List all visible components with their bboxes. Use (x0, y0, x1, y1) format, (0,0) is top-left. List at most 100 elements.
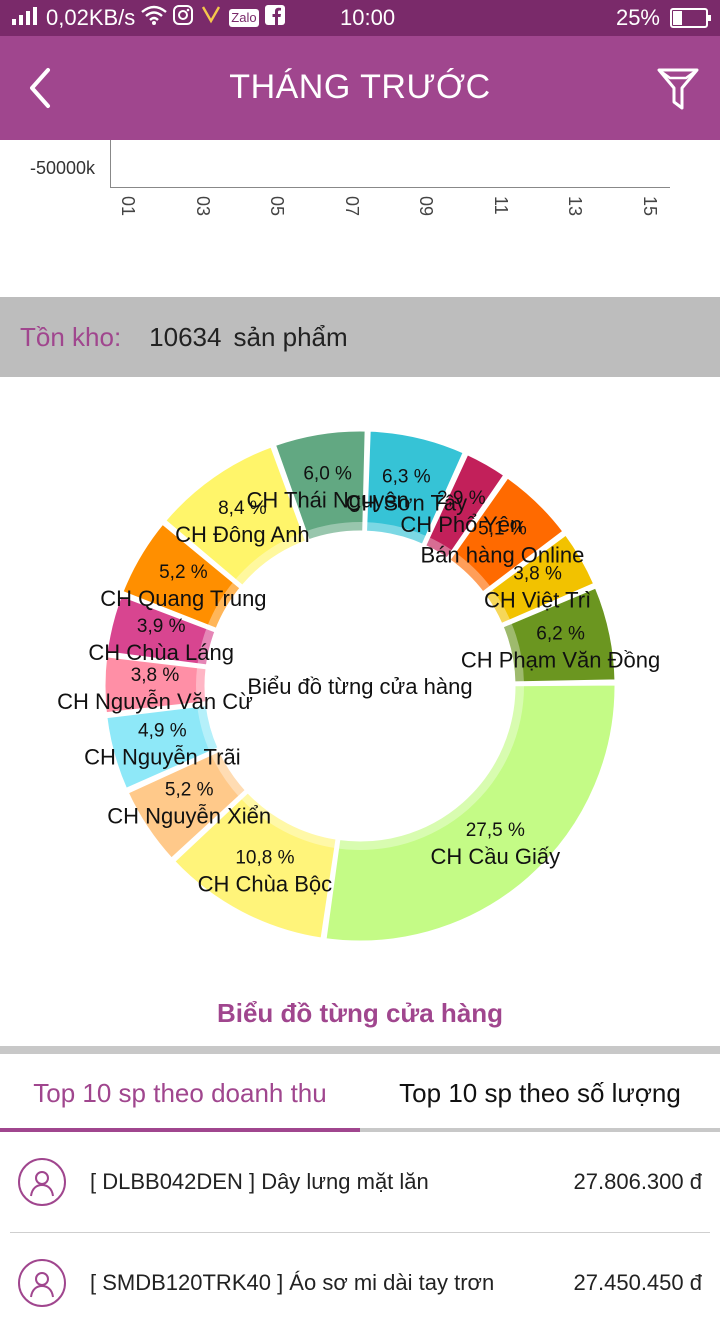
pie-slice-highlight (501, 622, 524, 683)
slice-name-label: CH Phạm Văn Đồng (461, 648, 660, 673)
list-item[interactable]: [ SMDB120TRK40 ] Áo sơ mi dài tay trơn 2… (10, 1232, 710, 1332)
pie-slice[interactable] (125, 747, 249, 862)
stock-label: Tồn kho: (20, 321, 122, 352)
pie-slice[interactable] (272, 428, 368, 543)
chart-caption: Biểu đồ từng cửa hàng (216, 998, 504, 1028)
instagram-icon (173, 5, 194, 31)
slice-percent-label: 5,1 % (478, 519, 527, 540)
revenue-line-chart: -50000k 01 03 05 07 09 11 13 15 (0, 140, 720, 296)
y-axis-tick: -50000k (30, 158, 96, 178)
pie-slice[interactable] (102, 654, 209, 716)
x-axis-tick: 03 (192, 196, 213, 217)
slice-percent-label: 8,4 % (218, 498, 267, 519)
wifi-icon (141, 5, 168, 31)
filter-icon (657, 68, 699, 110)
pie-slice-highlight (483, 588, 511, 625)
slice-percent-label: 3,9 % (137, 616, 186, 637)
slice-name-label: Bán hàng Online (421, 543, 585, 568)
x-axis (110, 187, 670, 188)
user-icon (30, 1171, 54, 1197)
stock-value: 10634 (149, 321, 222, 352)
tab-top-quantity[interactable]: Top 10 sp theo số lượng (360, 1054, 720, 1132)
pie-slice[interactable] (481, 531, 597, 627)
battery-icon (670, 8, 711, 28)
pie-slice-highlight (365, 522, 427, 546)
stock-unit: sản phẩm (233, 321, 348, 352)
slice-percent-label: 3,8 % (513, 564, 562, 585)
slice-percent-label: 6,3 % (382, 466, 431, 487)
battery-percent: 25% (615, 5, 660, 30)
donut-center-label: Biểu đồ từng cửa hàng (247, 674, 472, 699)
battery-level (673, 11, 682, 25)
slice-percent-label: 6,0 % (303, 464, 352, 485)
pie-slice[interactable] (363, 428, 467, 548)
slice-name-label: CH Quang Trung (100, 586, 266, 611)
pie-slice[interactable] (104, 593, 218, 668)
tab-indicator (360, 1128, 720, 1132)
pie-slice-highlight (448, 551, 491, 594)
facebook-icon (264, 5, 285, 31)
section-divider (0, 1046, 720, 1054)
filter-button[interactable] (656, 66, 700, 112)
pie-slice[interactable] (104, 702, 222, 792)
slice-name-label: CH Cầu Giấy (431, 844, 561, 869)
status-left: 0,02KB/s Zalo (12, 5, 312, 31)
slice-name-label: CH Chùa Bộc (198, 872, 333, 897)
slice-name-label: CH Nguyễn Xiển (107, 803, 271, 828)
back-button[interactable] (20, 64, 64, 112)
tab-label: Top 10 sp theo doanh thu (33, 1077, 327, 1108)
status-right: 25% (615, 5, 711, 31)
store-donut-chart: 6,3 % CH Sơn Tây 2,9 % CH Phổ Yên 5,1 % Bán h… (0, 378, 720, 998)
page-title: THÁNG TRƯỚC (229, 68, 491, 106)
pie-slice[interactable] (500, 584, 618, 685)
product-list: [ DLBB042DEN ] Dây lưng mặt lăn 27.806.3… (0, 1132, 720, 1332)
pie-slice[interactable] (446, 474, 567, 596)
pie-slice-highlight (305, 522, 364, 541)
tab-bar: Top 10 sp theo doanh thu Top 10 sp theo … (0, 1054, 720, 1132)
slice-name-label: CH Đông Anh (175, 522, 310, 547)
status-bar: 0,02KB/s Zalo 10:00 25% (0, 0, 720, 36)
pie-slice[interactable] (119, 520, 244, 632)
avatar (18, 1158, 66, 1206)
slice-percent-label: 6,2 % (536, 624, 585, 645)
product-name: [ SMDB120TRK40 ] Áo sơ mi dài tay trơn (90, 1269, 495, 1295)
pie-slice[interactable] (323, 682, 618, 944)
app-logo-icon (199, 5, 223, 31)
product-revenue: 27.450.450 đ (573, 1269, 702, 1295)
user-icon (30, 1271, 54, 1297)
slice-percent-label: 4,9 % (138, 720, 187, 741)
product-revenue: 27.806.300 đ (573, 1169, 702, 1194)
x-axis-tick: 07 (341, 196, 362, 217)
pie-slice[interactable] (162, 443, 309, 589)
slice-name-label: CH Nguyễn Trãi (84, 744, 241, 769)
slice-name-label: CH Sơn Tây (346, 490, 468, 515)
pie-slice-highlight (197, 627, 217, 666)
slice-percent-label: 2,9 % (437, 488, 486, 509)
pie-slice[interactable] (422, 451, 508, 562)
slice-name-label: CH Việt Trì (484, 588, 591, 613)
tab-indicator (0, 1128, 360, 1132)
slice-percent-label: 5,2 % (165, 779, 214, 800)
slice-percent-label: 5,2 % (159, 562, 208, 583)
pie-slice[interactable] (171, 789, 339, 941)
avatar (18, 1258, 66, 1307)
clock: 10:00 (340, 5, 396, 30)
x-axis-tick: 05 (267, 196, 287, 217)
pie-slice-highlight (240, 791, 338, 849)
x-axis-tick: 15 (639, 196, 660, 217)
app-bar: THÁNG TRƯỚC (0, 36, 720, 140)
x-axis-tick: 01 (118, 196, 138, 217)
list-item[interactable]: [ DLBB042DEN ] Dây lưng mặt lăn 27.806.3… (0, 1132, 720, 1232)
slice-percent-label: 3,8 % (131, 665, 180, 686)
signal-icon (12, 5, 40, 31)
tab-top-revenue[interactable]: Top 10 sp theo doanh thu (0, 1054, 360, 1132)
x-axis-tick: 11 (490, 196, 511, 215)
slice-percent-label: 27,5 % (466, 820, 525, 841)
slice-name-label: CH Chùa Láng (88, 640, 234, 665)
y-axis (110, 140, 111, 188)
tab-label: Top 10 sp theo số lượng (399, 1077, 681, 1108)
slice-percent-label: 10,8 % (235, 848, 294, 869)
pie-slice-highlight (207, 581, 242, 630)
slice-name-label: CH Nguyễn Văn Cừ (57, 689, 253, 714)
stock-summary: Tồn kho: 10634 sản phẩm (0, 297, 720, 377)
